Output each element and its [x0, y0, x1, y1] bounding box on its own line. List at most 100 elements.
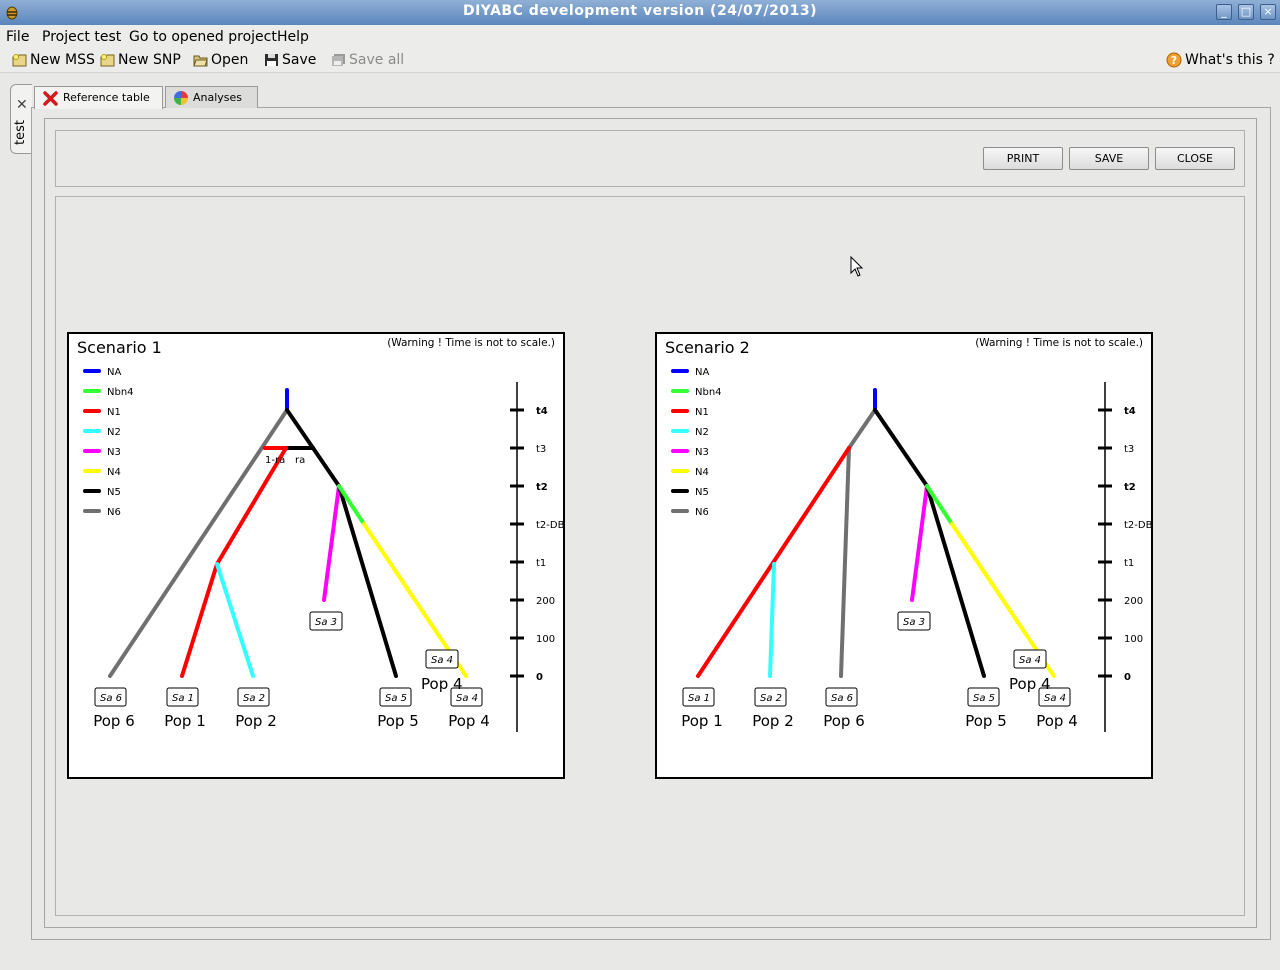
- close-button[interactable]: CLOSE: [1155, 147, 1235, 170]
- pop-label: Pop 1: [164, 712, 206, 730]
- sample-label: Sa 5: [973, 693, 995, 704]
- legend-label: N5: [695, 487, 709, 498]
- reference-table-panel: [44, 118, 1257, 928]
- tick-label: t2: [536, 482, 548, 493]
- tick-label: 200: [1124, 596, 1143, 607]
- tick-label: t2: [1124, 482, 1136, 493]
- new-mss-button[interactable]: New MSS: [12, 52, 95, 68]
- close-window-button[interactable]: ×: [1260, 4, 1276, 20]
- tick-label: t4: [536, 406, 548, 417]
- maximize-button[interactable]: □: [1238, 4, 1254, 20]
- mouse-cursor-icon: [850, 256, 864, 277]
- legend: NA Nbn4 N1 N2 N3 N4 N5 N6: [671, 367, 722, 518]
- tick-label: t1: [1124, 558, 1134, 569]
- new-snp-button[interactable]: New SNP: [100, 52, 181, 68]
- admix-label: 1-ra: [265, 455, 285, 466]
- legend-label: N6: [695, 507, 709, 518]
- sample-label: Sa 5: [385, 693, 407, 704]
- branch-Nbn4: [337, 484, 366, 526]
- app-bee-icon: [6, 6, 18, 20]
- admix-label: ra: [295, 455, 305, 466]
- menu-file[interactable]: File: [6, 29, 30, 45]
- legend: NA Nbn4 N1 N2 N3 N4 N5 N6: [83, 367, 134, 518]
- new-folder-icon: [12, 54, 27, 67]
- legend-label: N4: [695, 467, 709, 478]
- pop-label: Pop 2: [235, 712, 277, 730]
- menu-help[interactable]: Help: [277, 29, 309, 45]
- floppy-disk-icon: [265, 54, 278, 66]
- branch-N5: [873, 408, 929, 488]
- tick-label: t4: [1124, 406, 1136, 417]
- sample-boxes: Sa 1 Sa 2 Sa 6 Sa 5 Sa 4 Sa 3 Sa 4: [682, 611, 1071, 707]
- scenario-1-diagram: Scenario 1 (Warning ! Time is not to sca…: [67, 332, 565, 779]
- close-project-icon[interactable]: ✕: [16, 97, 28, 113]
- menu-project[interactable]: Project test: [42, 29, 122, 45]
- pop-label: Pop 6: [93, 712, 135, 730]
- save-button[interactable]: SAVE: [1069, 147, 1149, 170]
- project-tab-test[interactable]: ✕ test: [10, 84, 32, 154]
- branch-N5: [337, 484, 398, 678]
- legend-label: Nbn4: [695, 387, 722, 398]
- pop-label: Pop 4: [1009, 675, 1051, 693]
- legend-label: N1: [107, 407, 121, 418]
- sample-label: Sa 2: [243, 693, 265, 704]
- scenario-2-diagram: Scenario 2 (Warning ! Time is not to sca…: [655, 332, 1153, 779]
- branch-N6: [108, 408, 289, 678]
- new-folder-icon: [100, 54, 115, 67]
- sample-label: Sa 3: [315, 617, 337, 628]
- tab-reference-table[interactable]: Reference table: [34, 86, 163, 109]
- open-button[interactable]: Open: [193, 52, 248, 68]
- tick-label: 0: [536, 672, 543, 683]
- menu-go-to-opened-project[interactable]: Go to opened project: [129, 29, 277, 45]
- minimize-button[interactable]: _: [1216, 4, 1232, 20]
- scale-warning: (Warning ! Time is not to scale.): [975, 337, 1143, 349]
- tab-analyses[interactable]: Analyses: [165, 86, 258, 108]
- pop-label: Pop 4: [421, 675, 463, 693]
- scenario-title: Scenario 1: [77, 338, 162, 357]
- sample-label: Sa 1: [172, 693, 194, 704]
- branch-N1: [215, 446, 288, 566]
- sample-label: Sa 4: [431, 655, 453, 666]
- open-folder-icon: [193, 55, 208, 67]
- branch-N3: [910, 484, 929, 602]
- pop-label: Pop 5: [377, 712, 419, 730]
- sample-label: Sa 6: [831, 693, 853, 704]
- branch-Nbn4: [925, 484, 954, 526]
- scale-warning: (Warning ! Time is not to scale.): [387, 337, 555, 349]
- print-button[interactable]: PRINT: [983, 147, 1063, 170]
- svg-text:?: ?: [1171, 54, 1177, 67]
- toolbar: New MSS New SNP Open Save Save all: [0, 49, 1280, 73]
- legend-label: N2: [107, 427, 121, 438]
- branch-N6: [839, 446, 851, 678]
- tick-label: 0: [1124, 672, 1131, 683]
- sample-label: Sa 6: [100, 693, 122, 704]
- legend-label: NA: [695, 367, 709, 378]
- legend-label: N4: [107, 467, 121, 478]
- branch-N6: [847, 408, 877, 450]
- branch-N3: [322, 484, 341, 602]
- legend-label: Nbn4: [107, 387, 134, 398]
- save-all-button[interactable]: Save all: [331, 52, 404, 68]
- time-axis: t4 t3 t2 t2-DB t1 200 100 0: [1098, 382, 1151, 732]
- scenario-title: Scenario 2: [665, 338, 750, 357]
- tick-label: 200: [536, 596, 555, 607]
- tick-label: 100: [1124, 634, 1143, 645]
- branch-N5: [925, 484, 986, 678]
- time-axis: t4 t3 t2 t2-DB t1 200 100 0: [510, 382, 563, 732]
- pop-labels: Pop 6 Pop 1 Pop 2 Pop 5 Pop 4: [93, 712, 490, 730]
- color-wheel-icon: [174, 91, 188, 105]
- sample-label: Sa 4: [1044, 693, 1066, 704]
- sample-label: Sa 4: [456, 693, 478, 704]
- save-toolbar-button[interactable]: Save: [264, 52, 316, 68]
- pop-label: Pop 5: [965, 712, 1007, 730]
- help-icon: ?: [1166, 52, 1182, 68]
- scenario-tree: [696, 388, 1056, 678]
- whats-this-button[interactable]: ? What's this ?: [1166, 52, 1275, 68]
- legend-label: NA: [107, 367, 121, 378]
- window-title: DIYABC development version (24/07/2013): [462, 3, 818, 19]
- pop-label: Pop 4: [448, 712, 490, 730]
- legend-label: N1: [695, 407, 709, 418]
- pop-labels: Pop 1 Pop 2 Pop 6 Pop 5 Pop 4: [681, 712, 1078, 730]
- branch-N2: [215, 562, 255, 678]
- red-x-icon: [43, 91, 58, 106]
